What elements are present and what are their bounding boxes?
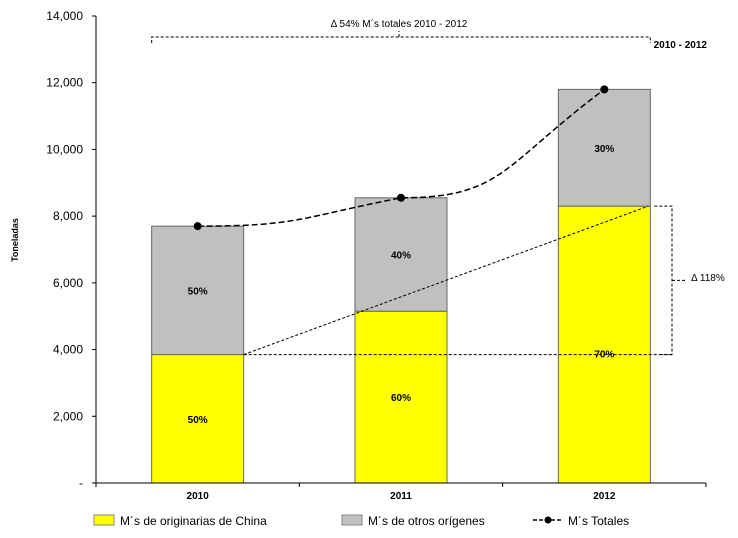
growth-guides (151, 31, 686, 356)
totals-line-point (600, 85, 609, 94)
china-share-label: 60% (391, 393, 411, 404)
legend-swatch-china (93, 514, 115, 526)
bar-other-origins (354, 197, 448, 312)
totals-line (193, 85, 609, 231)
china-share-label: 50% (188, 415, 208, 426)
other-share-label: 30% (594, 144, 614, 155)
y-tick-label: - (79, 476, 83, 490)
total-growth-annotation: Δ 54% M´s totales 2010 - 2012 (331, 18, 468, 30)
china-growth-annotation: Δ 118% (691, 273, 725, 284)
totals-line-path (197, 88, 605, 227)
legend-swatch-totals-point (544, 516, 552, 524)
legend-label-china: M´s de originarias de China (120, 514, 267, 528)
y-tick-label: 10,000 (46, 142, 83, 156)
y-tick-label: 12,000 (46, 76, 83, 90)
other-share-label: 40% (391, 251, 411, 262)
x-tick-label: 2012 (593, 491, 616, 502)
y-tick-label: 14,000 (46, 9, 83, 23)
y-axis: - 2,000 4,000 6,000 8,000 10,000 12,000 14,000 (46, 9, 97, 490)
x-tick-label: 2010 (187, 491, 210, 502)
y-tick-label: 6,000 (53, 276, 83, 290)
y-tick-label: 8,000 (53, 209, 83, 223)
totals-line-point (397, 193, 405, 202)
bar-china (557, 205, 651, 484)
y-tick-label: 2,000 (53, 409, 83, 423)
y-axis-title: Toneladas (10, 218, 20, 262)
bar-china (151, 354, 245, 484)
china-growth-bracket (654, 205, 673, 356)
bar-other-origins (151, 225, 245, 356)
legend-label-totals: M´s Totales (568, 514, 629, 528)
legend-label-other-origins: M´s de otros orígenes (368, 514, 485, 528)
period-label: 2010 - 2012 (654, 40, 708, 51)
legend-swatch-other-origins (341, 514, 363, 526)
y-tick-label: 4,000 (53, 343, 83, 357)
bars: 50%50%60%40%70%30% (151, 88, 651, 484)
x-tick-label: 2011 (390, 491, 412, 502)
totals-line-point (193, 222, 202, 231)
x-axis: 2010 2011 2012 (95, 482, 707, 502)
bar-other-origins (557, 88, 651, 207)
china-growth-diagonal (243, 205, 649, 356)
other-share-label: 50% (188, 286, 208, 297)
legend: M´s de originarias de China M´s de otros … (93, 514, 629, 528)
total-growth-bracket (151, 36, 651, 43)
